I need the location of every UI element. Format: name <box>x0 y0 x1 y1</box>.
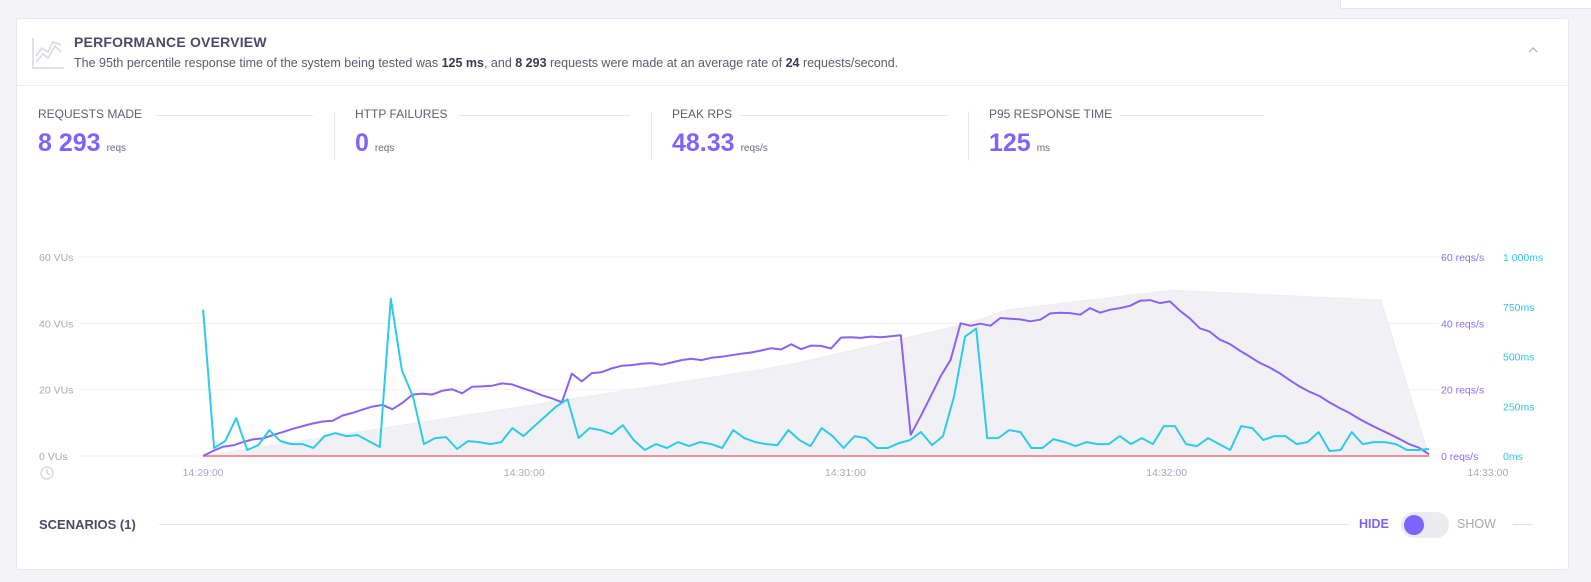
scenarios-toggle[interactable] <box>1401 512 1449 538</box>
divider <box>156 115 313 116</box>
divider <box>968 111 969 161</box>
stat-p95-response-time: P95 RESPONSE TIME 125 ms <box>989 107 1264 171</box>
panel-title: PERFORMANCE OVERVIEW <box>74 34 267 50</box>
stat-label: HTTP FAILURES <box>355 107 448 121</box>
divider <box>651 111 652 161</box>
x-tick-label: 14:31:00 <box>825 467 866 479</box>
y-right-rps-tick-label: 40 reqs/s <box>1441 318 1484 330</box>
x-tick-label: 14:30:00 <box>504 467 545 479</box>
stat-unit: reqs <box>106 143 127 154</box>
y-right-rps-tick-label: 0 reqs/s <box>1441 451 1478 463</box>
stat-unit: reqs/s <box>740 143 768 154</box>
stat-label: P95 RESPONSE TIME <box>989 107 1113 121</box>
stat-value: 48.33 reqs/s <box>672 129 768 158</box>
clock-icon <box>40 466 54 480</box>
panel-header[interactable]: PERFORMANCE OVERVIEW The 95th percentile… <box>17 19 1568 86</box>
y-left-tick-label: 40 VUs <box>39 318 73 330</box>
stat-number: 48.33 <box>672 129 735 157</box>
performance-chart[interactable]: 0 VUs 20 VUs 40 VUs 60 VUs 0 reqs/s 20 reqs/s… <box>17 19 1570 499</box>
stat-value: 8 293 reqs <box>38 129 126 158</box>
divider <box>1120 115 1264 116</box>
summary-text: requests were made at an average rate of <box>546 56 786 70</box>
stat-value: 0 reqs <box>355 129 394 158</box>
summary-text: requests/second. <box>799 56 899 70</box>
stat-peak-rps: PEAK RPS 48.33 reqs/s <box>672 107 947 171</box>
x-tick-label: 14:32:00 <box>1146 467 1187 479</box>
stat-number: 125 <box>989 129 1031 157</box>
stat-value: 125 ms <box>989 129 1050 158</box>
y-right-ms-tick-label: 1 000ms <box>1503 252 1543 264</box>
divider <box>740 115 947 116</box>
chevron-up-icon[interactable] <box>1526 43 1540 57</box>
divider <box>1513 524 1533 525</box>
y-right-rps-tick-label: 20 reqs/s <box>1441 385 1484 397</box>
stat-unit: ms <box>1036 143 1051 154</box>
summary-highlight: 8 293 <box>515 56 547 70</box>
y-left-tick-label: 20 VUs <box>39 385 73 397</box>
toggle-knob <box>1404 515 1424 535</box>
panel-summary: The 95th percentile response time of the… <box>74 56 898 70</box>
performance-overview-panel: PERFORMANCE OVERVIEW The 95th percentile… <box>16 18 1569 570</box>
stat-unit: reqs <box>374 143 395 154</box>
vus-area <box>203 289 1430 457</box>
stat-requests-made: REQUESTS MADE 8 293 reqs <box>38 107 313 171</box>
response-time-line <box>202 297 1430 452</box>
y-right-ms-tick-label: 0ms <box>1503 451 1523 463</box>
y-right-ms-tick-label: 250ms <box>1503 401 1535 413</box>
summary-highlight: 24 <box>785 56 800 70</box>
top-right-box <box>1340 0 1591 9</box>
rps-line <box>202 299 1430 457</box>
stat-label: REQUESTS MADE <box>38 107 143 121</box>
scenarios-heading: SCENARIOS (1) <box>39 517 136 532</box>
summary-text: The 95th percentile response time of the… <box>74 56 442 70</box>
top-strip <box>0 0 1591 18</box>
show-scenarios-label[interactable]: SHOW <box>1457 517 1496 531</box>
stat-number: 0 <box>355 129 369 157</box>
summary-highlight: 125 ms <box>441 56 484 70</box>
hide-scenarios-label[interactable]: HIDE <box>1359 517 1389 531</box>
stat-http-failures: HTTP FAILURES 0 reqs <box>355 107 630 171</box>
divider <box>159 524 1349 525</box>
stat-label: PEAK RPS <box>672 107 733 121</box>
divider <box>459 115 630 116</box>
y-right-ms-tick-label: 500ms <box>1503 352 1535 364</box>
x-tick-label: 14:29:00 <box>183 467 224 479</box>
divider <box>334 111 335 161</box>
y-right-rps-tick-label: 60 reqs/s <box>1441 252 1484 264</box>
y-left-tick-label: 60 VUs <box>39 252 73 264</box>
summary-text: , and <box>483 56 516 70</box>
y-right-ms-tick-label: 750ms <box>1503 302 1535 314</box>
stat-number: 8 293 <box>38 129 101 157</box>
y-left-tick-label: 0 VUs <box>39 451 68 463</box>
line-chart-icon <box>32 38 64 69</box>
x-tick-label: 14:33:00 <box>1467 467 1508 479</box>
